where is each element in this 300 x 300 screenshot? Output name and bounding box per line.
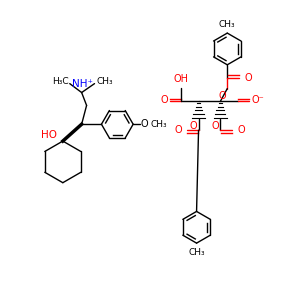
Text: O: O <box>174 125 182 135</box>
Text: O: O <box>244 73 252 83</box>
Text: O⁻: O⁻ <box>251 95 264 106</box>
Text: O: O <box>140 119 148 129</box>
Text: O: O <box>160 95 168 106</box>
Text: NH⁺: NH⁺ <box>72 79 93 88</box>
Text: OH: OH <box>173 74 188 84</box>
Text: H₃C: H₃C <box>52 77 69 86</box>
Text: O: O <box>218 91 226 100</box>
Text: CH₃: CH₃ <box>151 120 168 129</box>
Text: O: O <box>237 125 245 135</box>
Text: O: O <box>190 121 197 131</box>
Text: CH₃: CH₃ <box>219 20 236 29</box>
Text: O: O <box>212 121 219 131</box>
Text: HO: HO <box>41 130 57 140</box>
Text: CH₃: CH₃ <box>97 77 113 86</box>
Text: CH₃: CH₃ <box>188 248 205 256</box>
